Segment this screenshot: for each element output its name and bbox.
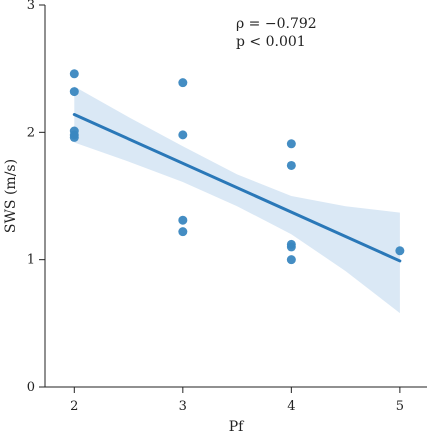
data-point [178, 215, 188, 225]
data-point [69, 132, 79, 142]
data-point [69, 87, 79, 97]
data-point [286, 160, 296, 170]
x-tick-label: 2 [70, 399, 78, 414]
data-point [69, 69, 79, 79]
data-point [286, 139, 296, 149]
y-tick-label: 3 [27, 0, 35, 13]
y-axis-label: SWS (m/s) [3, 159, 19, 233]
rho-annotation: ρ = −0.792 [236, 16, 317, 32]
data-point [286, 242, 296, 252]
data-points-layer [69, 69, 405, 265]
labels-layer: ρ = −0.792 p < 0.001 Pf SWS (m/s) [3, 16, 317, 434]
y-tick-label: 1 [27, 253, 35, 268]
y-tick-label: 2 [27, 125, 35, 140]
confidence-band [74, 86, 400, 314]
regression-line [72, 113, 402, 263]
data-point [286, 255, 296, 265]
x-tick-label: 5 [396, 399, 404, 414]
confidence-band-layer [74, 86, 400, 314]
data-point [178, 78, 188, 88]
regression-line-layer [72, 113, 402, 263]
data-point [395, 246, 405, 256]
x-tick-label: 4 [287, 399, 295, 414]
data-point [178, 130, 188, 140]
p-value-annotation: p < 0.001 [236, 34, 306, 50]
y-tick-label: 0 [27, 380, 35, 395]
data-point [178, 227, 188, 237]
x-tick-label: 3 [179, 399, 187, 414]
axes-layer: 2 3 4 5 0 1 2 3 [27, 0, 427, 414]
x-axis-label: Pf [229, 419, 245, 434]
